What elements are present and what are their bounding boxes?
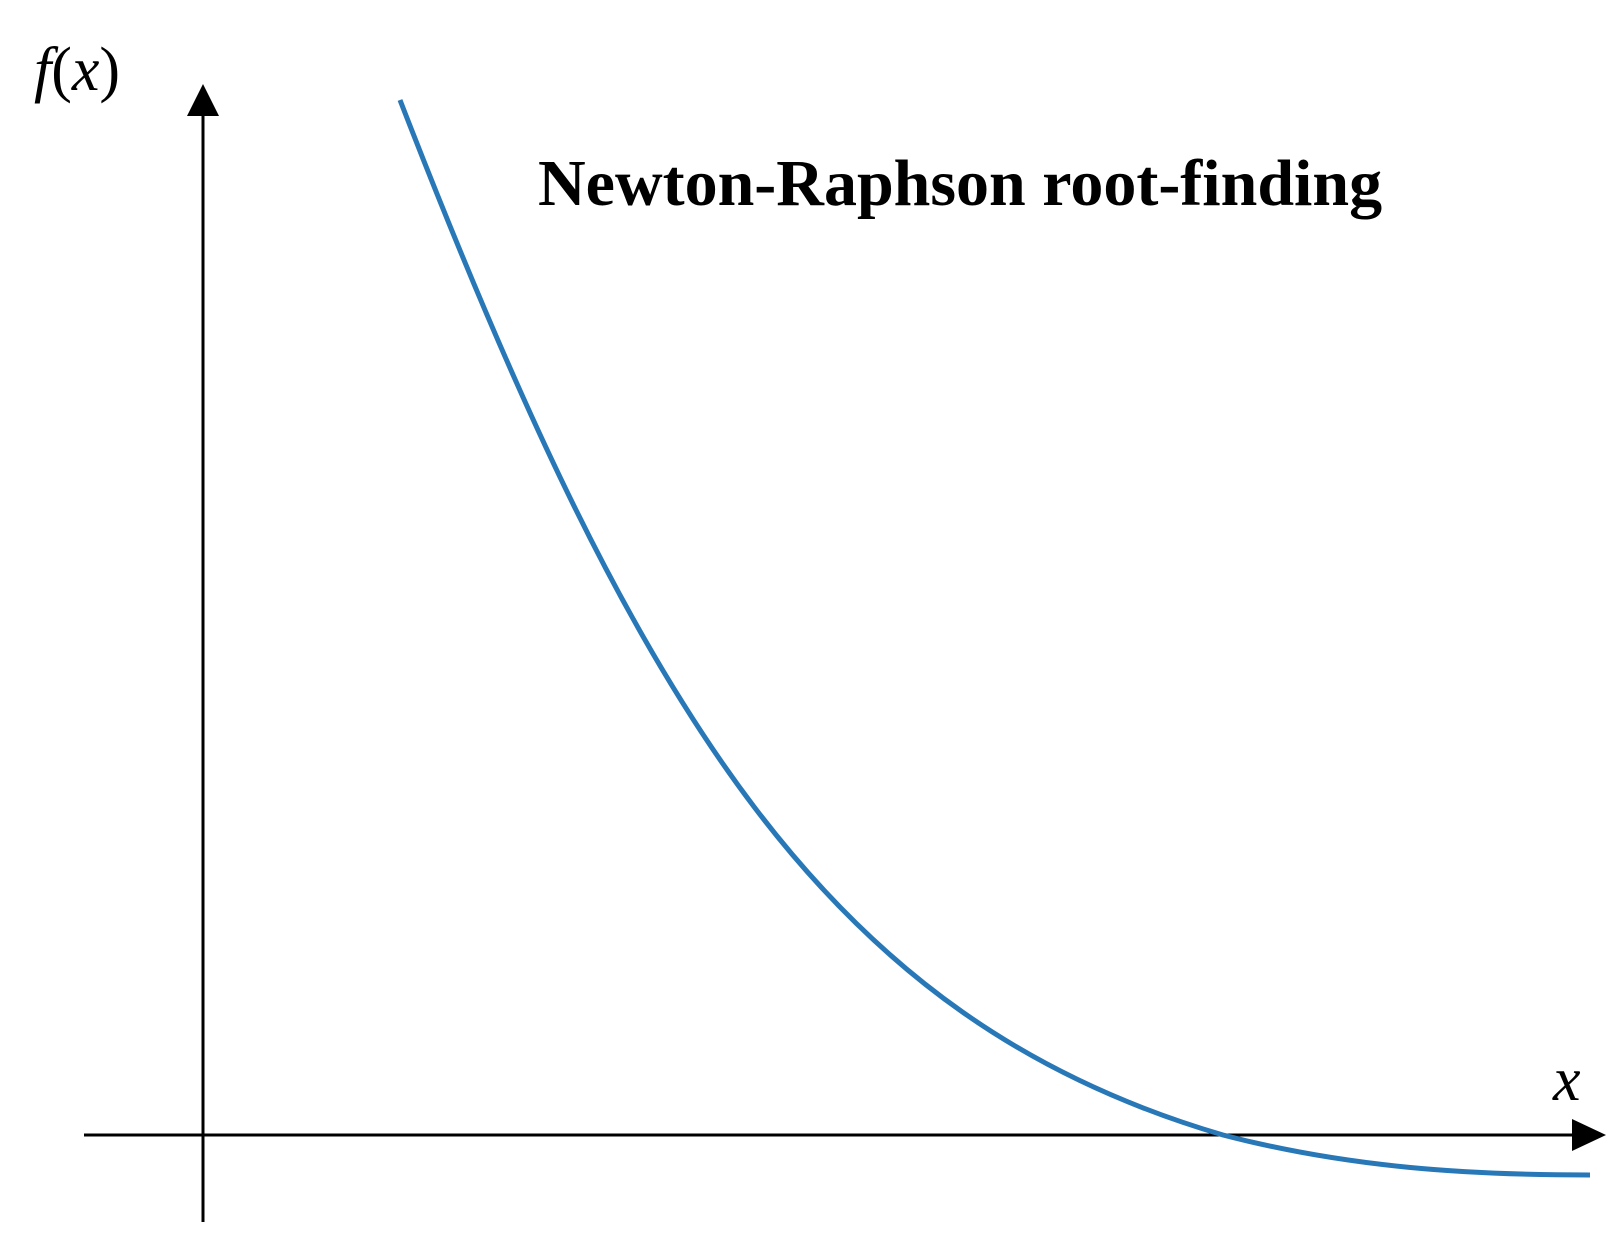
- y-axis-label-open-paren: (: [51, 36, 72, 104]
- function-curve: [397, 99, 1591, 1178]
- x-axis-label: x: [1552, 1046, 1581, 1114]
- diagram-title: Newton-Raphson root-finding: [538, 147, 1382, 220]
- y-axis-label: f(x): [34, 36, 120, 104]
- x-axis-arrowhead: [1572, 1119, 1606, 1151]
- y-axis-label-var: x: [71, 36, 100, 104]
- y-axis-arrowhead: [187, 84, 219, 116]
- y-axis-label-close-paren: ): [99, 36, 120, 104]
